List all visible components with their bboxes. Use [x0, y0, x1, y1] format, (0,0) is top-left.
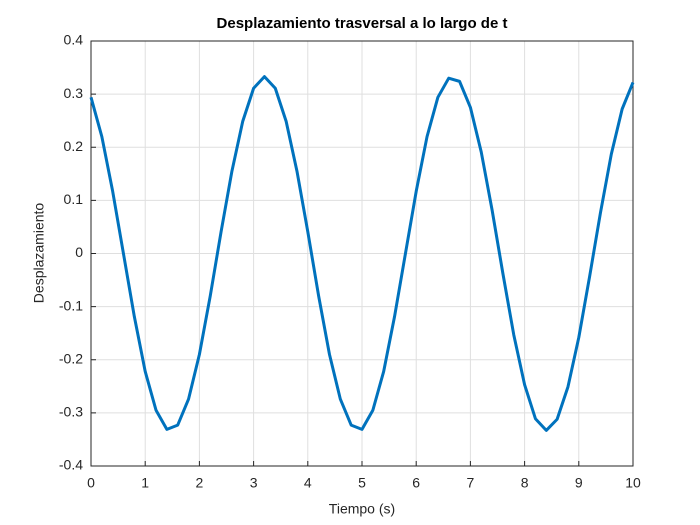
data-line: [89, 75, 635, 432]
x-tick-label: 9: [575, 475, 583, 491]
y-tick-label: 0.3: [64, 85, 84, 101]
x-tick-label: 8: [521, 475, 529, 491]
y-tick-label: 0: [75, 244, 83, 260]
y-tick-label: 0.2: [64, 138, 84, 154]
x-tick-label: 0: [87, 475, 95, 491]
x-tick-label: 5: [358, 475, 366, 491]
y-tick-label: -0.4: [59, 457, 83, 473]
x-tick-label: 7: [467, 475, 475, 491]
x-tick-label: 2: [196, 475, 204, 491]
y-tick-label: 0.1: [64, 191, 84, 207]
y-tick-label: 0.4: [64, 32, 84, 48]
y-tick-label: -0.3: [59, 404, 83, 420]
x-tick-label: 4: [304, 475, 312, 491]
x-axis-label: Tiempo (s): [329, 501, 395, 517]
y-tick-label: -0.1: [59, 297, 83, 313]
y-tick-label: -0.2: [59, 350, 83, 366]
y-axis-label: Desplazamiento: [31, 203, 47, 304]
x-tick-label: 1: [141, 475, 149, 491]
x-tick-label: 3: [250, 475, 258, 491]
axes-box: [90, 40, 634, 467]
x-tick-label: 10: [625, 475, 641, 491]
x-tick-label: 6: [412, 475, 420, 491]
chart-title: Desplazamiento trasversal a lo largo de …: [217, 15, 508, 32]
